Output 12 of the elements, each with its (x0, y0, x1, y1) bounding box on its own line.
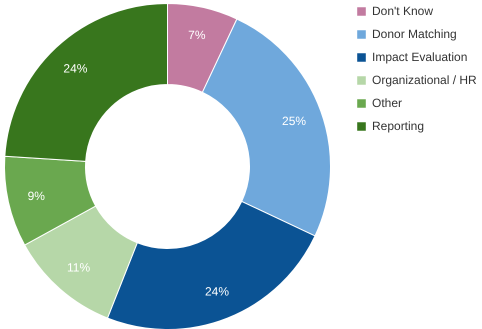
data-label: 25% (282, 114, 306, 128)
data-label: 11% (66, 260, 90, 274)
legend-label: Other (372, 96, 402, 110)
legend-label: Don't Know (372, 4, 433, 18)
data-label: 7% (188, 28, 206, 42)
data-label: 9% (28, 188, 46, 203)
legend-label: Donor Matching (372, 27, 457, 41)
legend-label: Impact Evaluation (372, 50, 468, 64)
legend-label: Reporting (372, 119, 424, 133)
legend-label: Organizational / HR (372, 73, 477, 87)
data-label: 24% (205, 284, 230, 299)
data-label: 24% (63, 61, 88, 76)
